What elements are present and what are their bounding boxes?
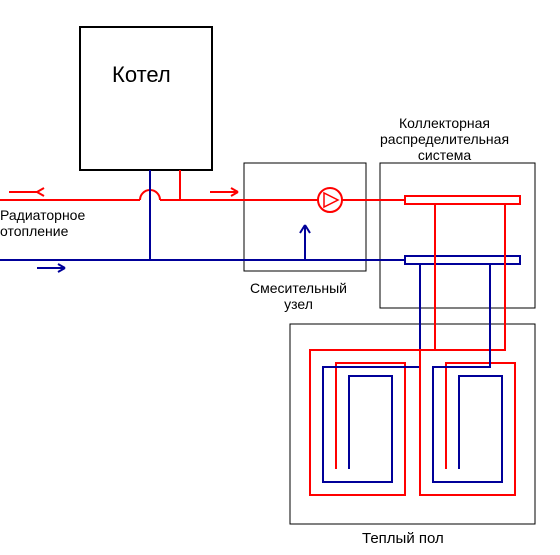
heating-diagram (0, 0, 560, 555)
label-manifold: Коллекторная распределительная система (380, 115, 509, 163)
label-boiler: Котел (112, 62, 171, 87)
label-mixer: Смесительный узел (250, 280, 347, 312)
label-radiator: Радиаторное отопление (0, 207, 85, 239)
label-floor: Теплый пол (362, 530, 444, 547)
